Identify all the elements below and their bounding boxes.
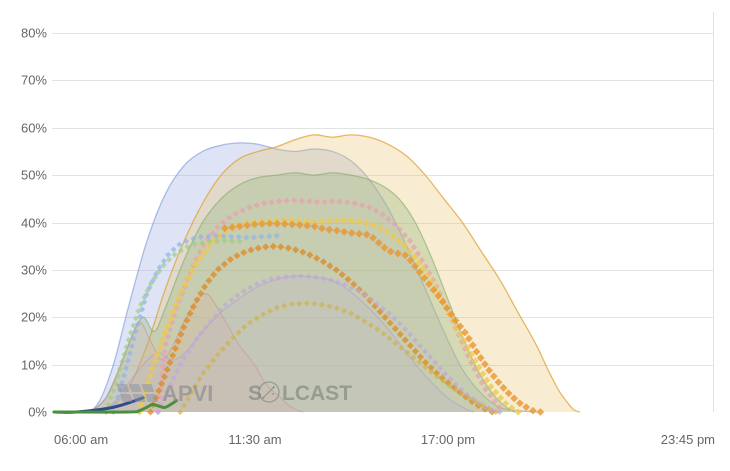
svg-text:LCAST: LCAST — [282, 382, 352, 405]
svg-text:S: S — [248, 382, 262, 405]
svg-text:APVI: APVI — [162, 381, 213, 406]
